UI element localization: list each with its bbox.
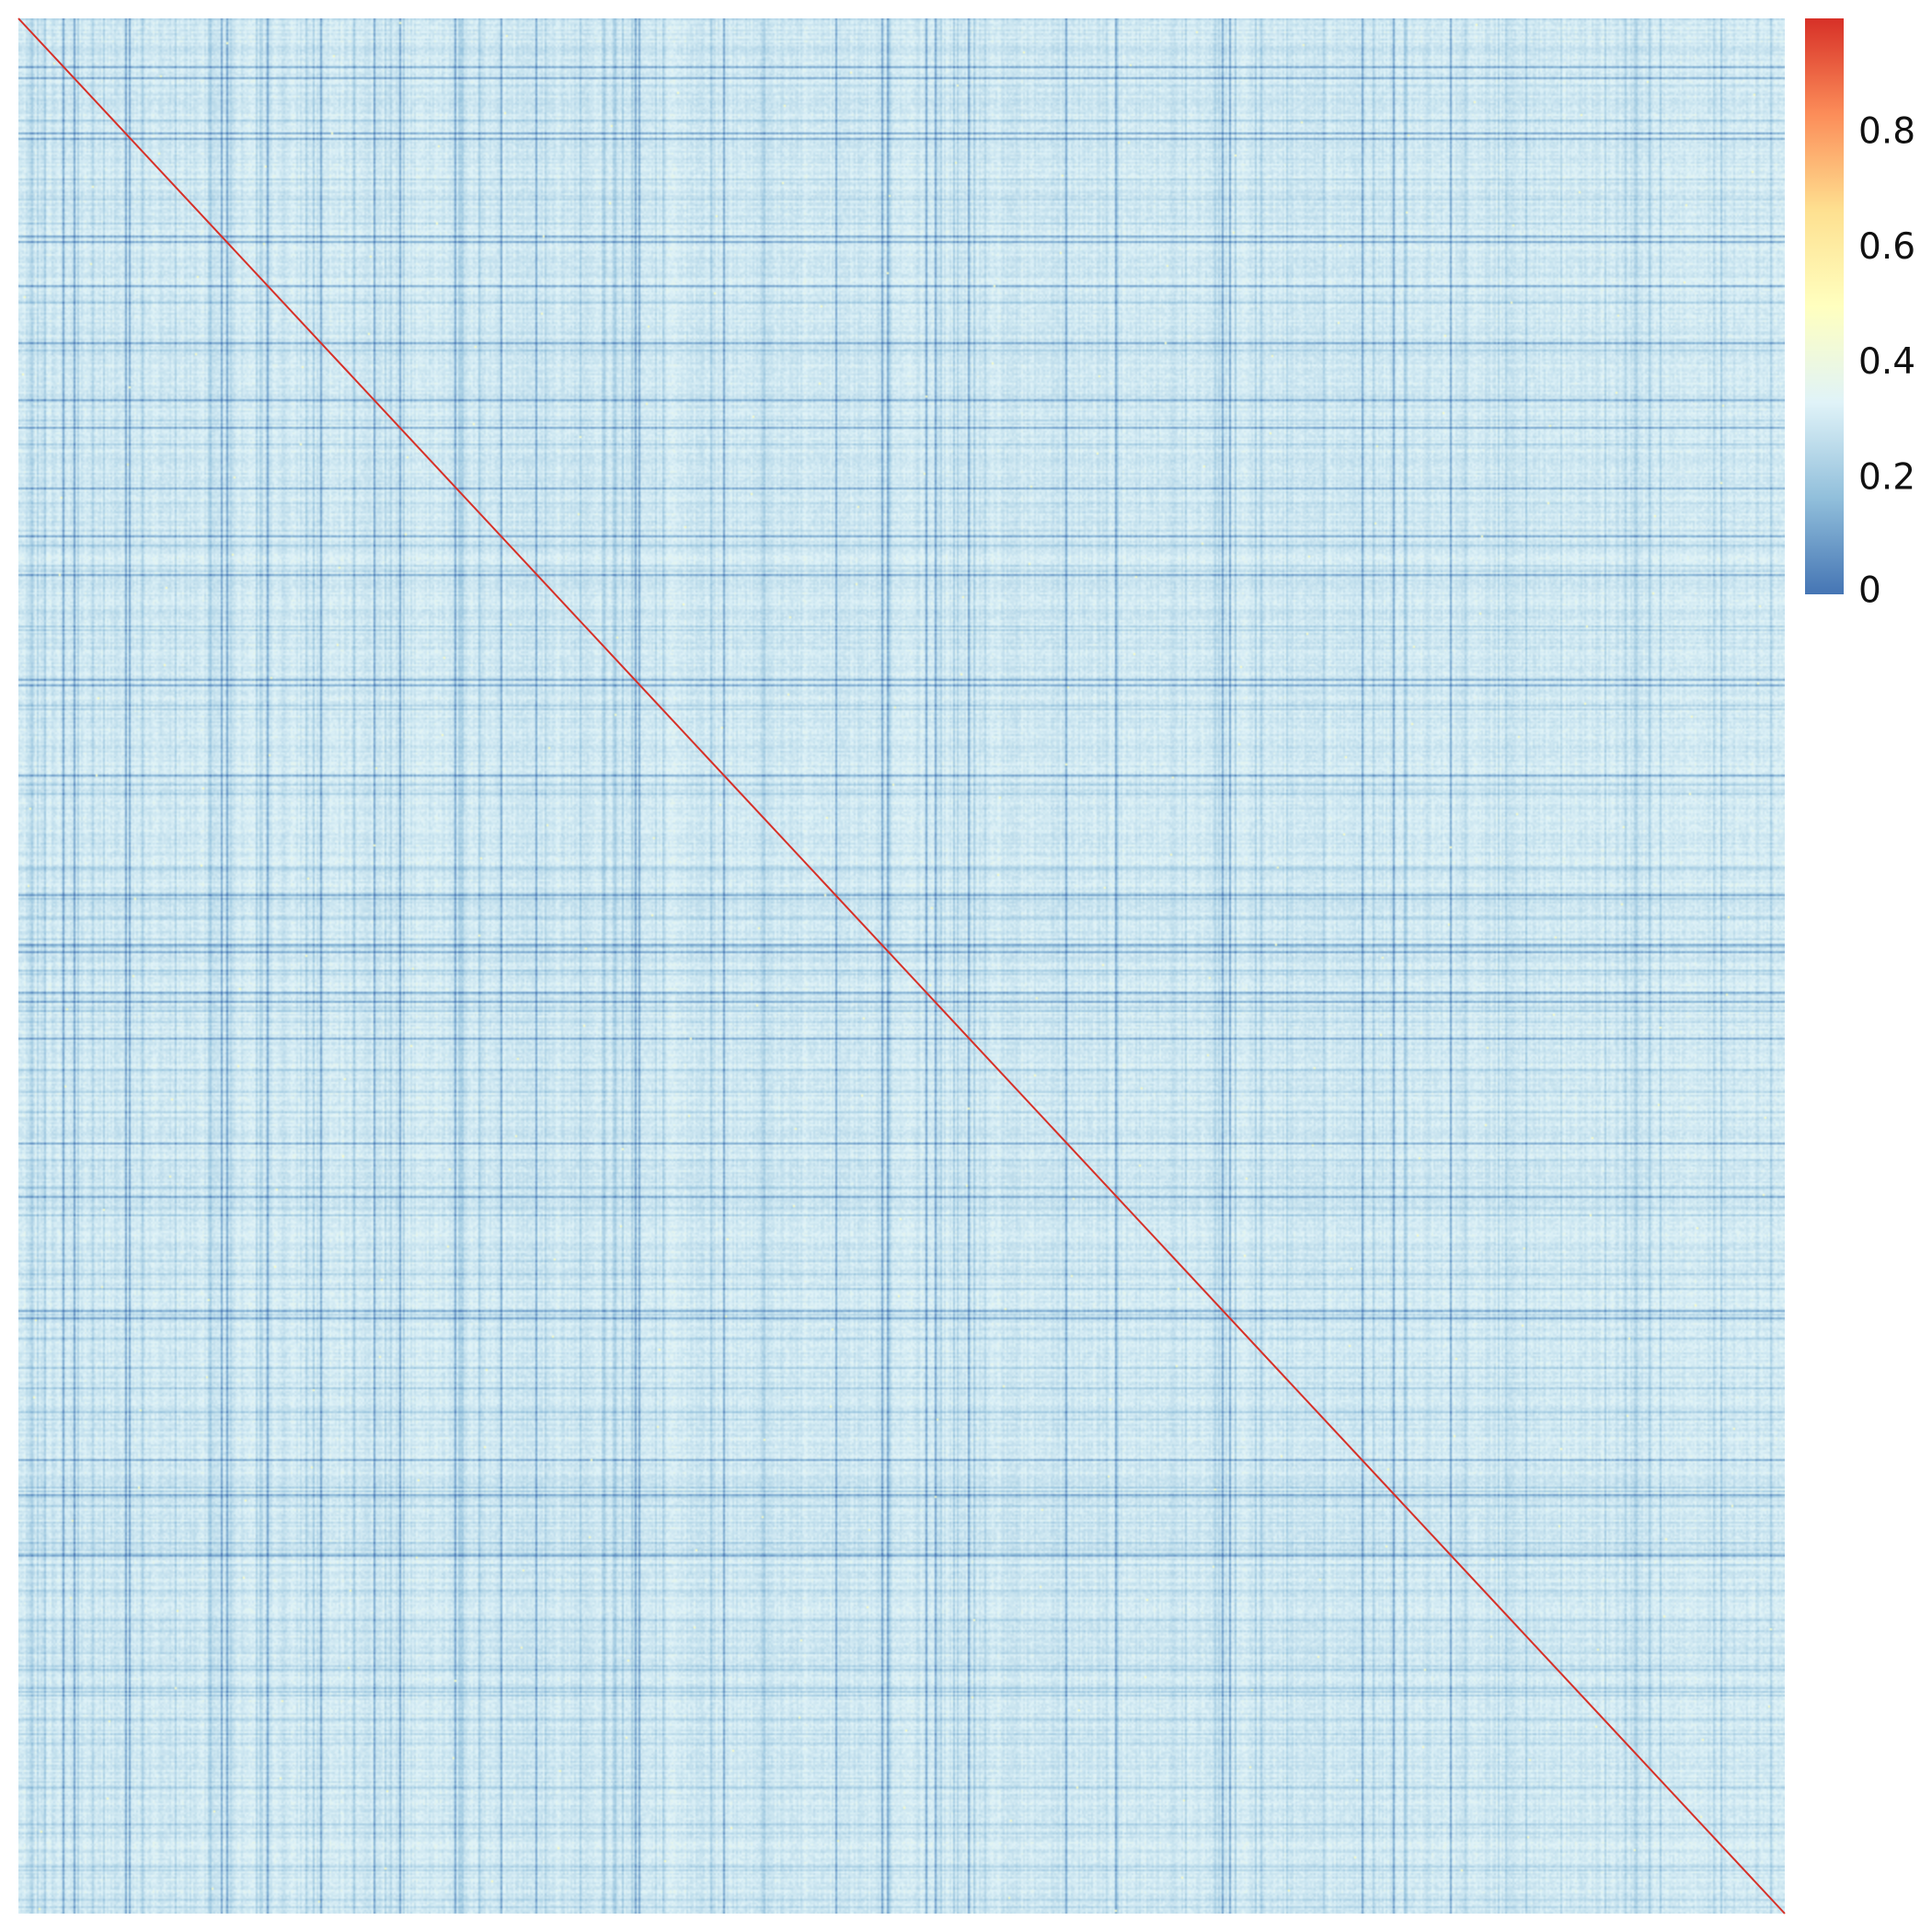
colorbar-ticks: 0 0.2 0.4 0.6 0.8 xyxy=(1858,111,1915,612)
colorbar-tick-label: 0.4 xyxy=(1858,341,1915,383)
colorbar-tick-label: 0.8 xyxy=(1858,111,1915,153)
diagonal-layer xyxy=(17,17,1786,1915)
colorbar-gradient xyxy=(1805,18,1844,594)
colorbar-tick-label: 0 xyxy=(1858,570,1881,612)
diagonal-line xyxy=(17,17,1786,1915)
colorbar xyxy=(1805,18,1844,594)
colorbar-tick-label: 0.6 xyxy=(1858,226,1915,268)
colorbar-tick-label: 0.2 xyxy=(1858,456,1915,498)
